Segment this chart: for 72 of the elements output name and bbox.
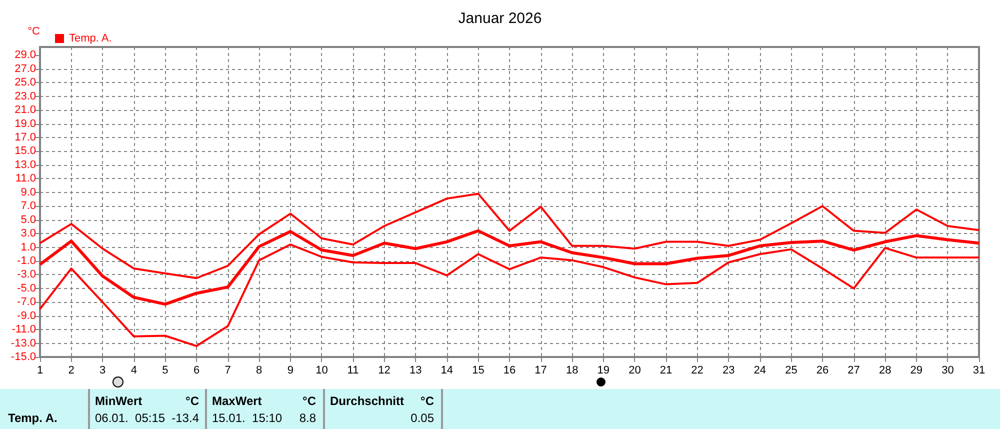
x-tick-label: 1 [36, 364, 44, 376]
y-tick-label: 21.0 [14, 104, 36, 116]
text: MinWert [95, 394, 142, 408]
x-tick-label: 11 [347, 364, 359, 376]
x-tick-label: 17 [534, 364, 547, 376]
x-tick-label: 12 [378, 364, 390, 376]
x-tick-label: 14 [440, 364, 454, 376]
y-tick-label: -9.0 [17, 310, 36, 322]
text: °C [302, 394, 316, 408]
y-tick-label: 5.0 [20, 214, 36, 226]
text: 8.8 [299, 411, 316, 425]
x-tick-label: 3 [100, 364, 106, 376]
x-tick-label: 9 [287, 364, 294, 376]
text: °C [420, 394, 434, 408]
x-tick-label: 19 [597, 364, 610, 376]
text: MaxWert [212, 394, 262, 408]
y-tick-label: 3.0 [20, 228, 36, 240]
x-tick-label: 7 [224, 364, 231, 376]
x-tick-label: 15 [472, 364, 484, 376]
text: °C [186, 394, 199, 408]
x-tick-label: 21 [660, 364, 672, 376]
text: 06.01. 05:15 [95, 411, 166, 425]
y-tick-label: 17.0 [14, 132, 36, 144]
text: Temp. A. [8, 411, 58, 425]
x-tick-label: 13 [409, 364, 422, 376]
y-tick-label: -7.0 [17, 296, 36, 308]
line-series [39, 192, 980, 280]
text: 15.01. 15:10 [212, 411, 282, 425]
x-tick-label: 26 [816, 364, 829, 376]
y-tick-label: -13.0 [10, 337, 36, 350]
chart-title: Januar 2026 [458, 10, 542, 27]
y-tick-label: 29.0 [14, 49, 36, 62]
x-tick-label: 31 [972, 364, 986, 376]
x-tick-label: 28 [878, 364, 892, 376]
x-tick-label: 2 [68, 364, 74, 376]
legend-label: Temp. A. [69, 32, 112, 44]
text: Durchschnitt [330, 394, 404, 408]
text: 0.05 [410, 411, 434, 425]
x-tick-label: 4 [130, 364, 137, 376]
y-tick-label: 11.0 [15, 172, 36, 185]
y-tick-label: -1.0 [17, 254, 36, 267]
y-axis-title: °C [28, 26, 40, 38]
y-tick-label: -11.0 [12, 324, 36, 336]
x-tick-label: 5 [162, 364, 168, 376]
y-tick-label: 9.0 [20, 186, 36, 198]
y-tick-label: 1.0 [20, 241, 36, 254]
x-tick-label: 27 [848, 364, 860, 376]
y-tick-label: 15.0 [14, 145, 36, 158]
x-tick-label: 10 [316, 364, 328, 376]
x-tick-label: 24 [754, 364, 766, 376]
y-tick-label: -3.0 [17, 268, 36, 281]
y-tick-label: 27.0 [14, 62, 36, 75]
x-tick-label: 29 [910, 364, 923, 376]
x-tick-label: 22 [691, 364, 704, 376]
y-tick-label: -5.0 [17, 282, 36, 294]
y-tick-label: 25.0 [14, 76, 36, 89]
line-series [39, 244, 980, 348]
y-tick-label: -15.0 [10, 351, 36, 363]
line-series [38, 229, 980, 306]
x-tick-label: 30 [942, 364, 954, 376]
x-tick-label: 6 [193, 364, 200, 376]
y-tick-label: 23.0 [14, 90, 36, 102]
x-tick-label: 20 [628, 364, 641, 376]
text: -13.4 [172, 411, 199, 425]
x-tick-label: 16 [503, 364, 516, 376]
x-tick-label: 23 [722, 364, 735, 376]
y-tick-label: 13.0 [14, 158, 36, 171]
x-tick-label: 8 [256, 364, 262, 376]
x-tick-label: 25 [785, 364, 798, 376]
y-tick-label: 7.0 [20, 200, 36, 212]
y-tick-label: 19.0 [14, 118, 36, 130]
x-tick-label: 18 [566, 364, 578, 376]
